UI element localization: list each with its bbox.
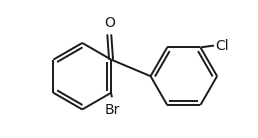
Text: O: O <box>104 16 115 30</box>
Text: Cl: Cl <box>216 39 229 53</box>
Text: Br: Br <box>104 103 120 117</box>
